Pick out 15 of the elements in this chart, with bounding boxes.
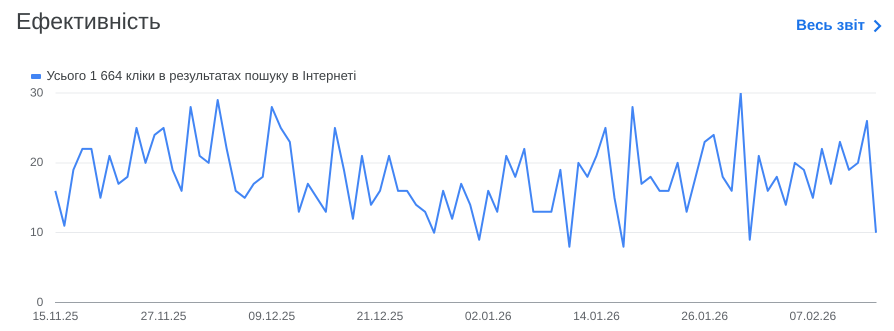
y-tick-label: 20 xyxy=(30,155,44,170)
x-tick-label: 21.12.25 xyxy=(356,309,404,324)
x-tick-label: 14.01.26 xyxy=(573,309,620,324)
text: Весь звіт xyxy=(796,17,865,34)
x-tick-label: 27.11.25 xyxy=(140,309,187,324)
x-tick-label: 02.01.26 xyxy=(464,309,512,324)
y-tick-label: 0 xyxy=(36,294,44,309)
chart-title: Ефективність xyxy=(16,8,161,35)
x-tick-label: 15.11.25 xyxy=(32,309,79,324)
x-tick-label: 09.12.25 xyxy=(248,309,296,324)
x-tick-label: 07.02.26 xyxy=(790,309,837,324)
x-tick-label: 26.01.26 xyxy=(681,309,728,324)
y-tick-label: 30 xyxy=(30,85,44,100)
legend-label: Усього 1 664 кліки в результатах пошуку в Інтернеті xyxy=(46,68,356,84)
y-tick-label: 10 xyxy=(30,225,44,240)
